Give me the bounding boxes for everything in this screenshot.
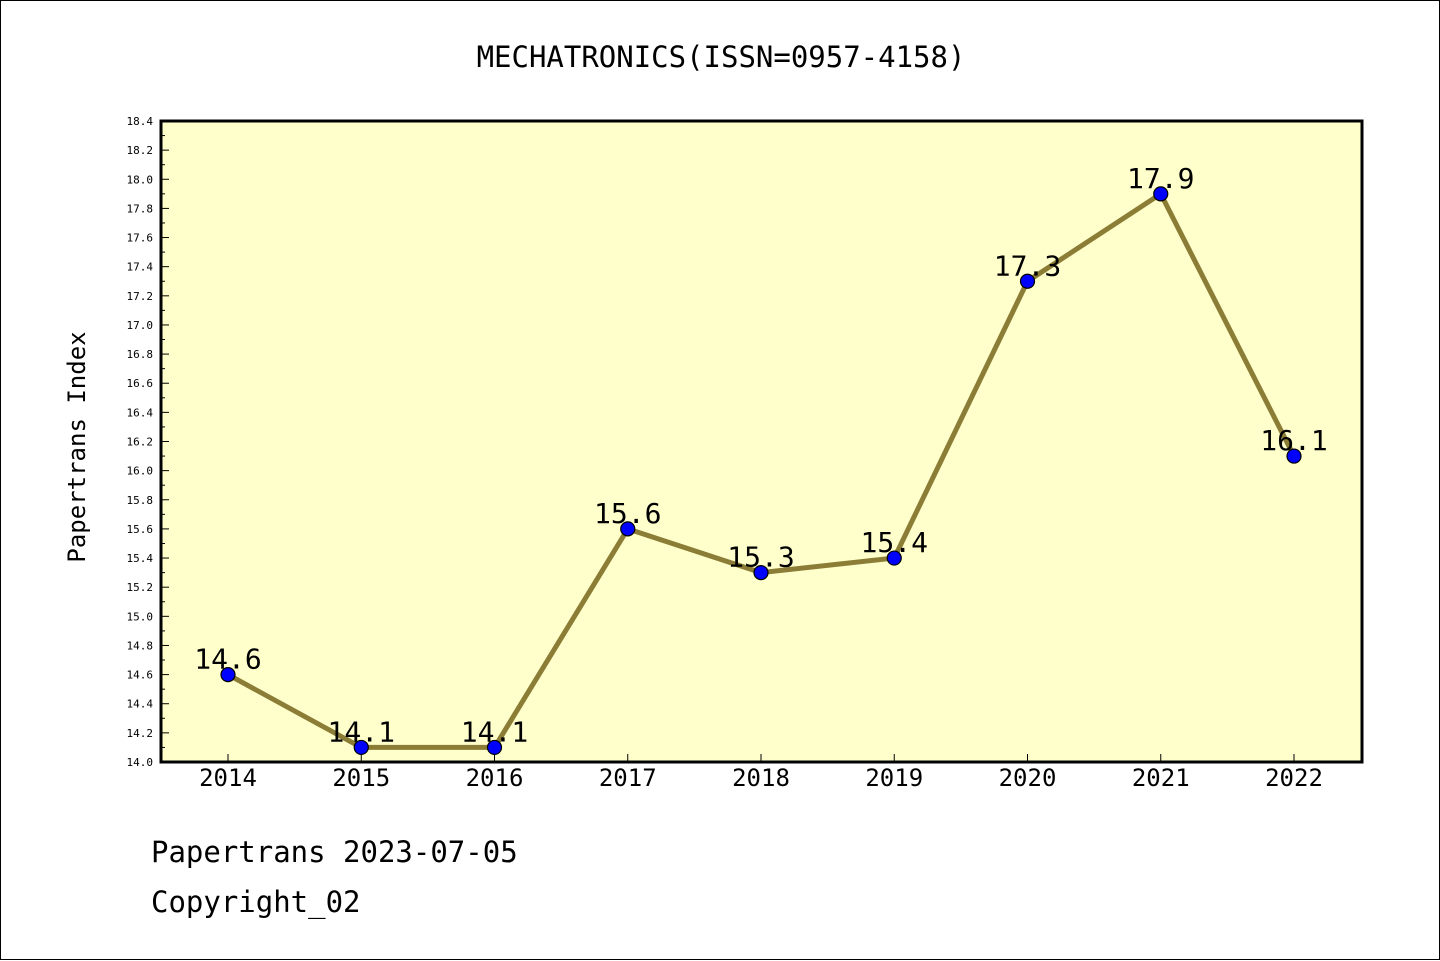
- y-tick-label: 17.8: [127, 202, 154, 215]
- plot-area: [159, 119, 1364, 764]
- y-tick-label: 14.6: [127, 669, 154, 682]
- y-tick-label: 14.4: [127, 698, 154, 711]
- y-tick-label: 18.2: [127, 144, 154, 157]
- y-tick-label: 16.0: [127, 465, 154, 478]
- data-point-marker: [220, 666, 236, 683]
- y-tick-label: 18.4: [127, 115, 154, 128]
- x-tick-label: 2014: [199, 764, 257, 792]
- y-tick-label: 18.0: [127, 173, 154, 186]
- y-tick-label: 14.8: [127, 639, 154, 652]
- data-point-marker: [1019, 273, 1036, 289]
- data-label: 16.1: [1260, 424, 1327, 457]
- y-tick-label: 15.8: [127, 494, 154, 507]
- data-label: 17.3: [994, 249, 1061, 282]
- y-tick-label: 16.6: [127, 377, 154, 390]
- x-axis: 2014 2015 2016 2017 2018 2019 2020 2021 2022: [199, 754, 1323, 792]
- data-point-marker: [886, 550, 902, 566]
- data-label: 17.9: [1127, 162, 1194, 195]
- data-label: 15.4: [861, 526, 928, 559]
- x-tick-label: 2019: [865, 764, 923, 792]
- y-tick-label: 15.0: [127, 610, 154, 623]
- data-label: 14.6: [194, 643, 261, 676]
- y-tick-label: 16.2: [127, 436, 154, 449]
- x-tick-label: 2016: [466, 764, 524, 792]
- x-tick-label: 2022: [1265, 764, 1323, 792]
- data-label: 15.3: [727, 541, 794, 574]
- data-point-marker: [353, 739, 369, 756]
- data-point-marker: [1153, 186, 1169, 202]
- x-tick-label: 2020: [999, 764, 1057, 792]
- y-axis-label: Papertrans Index: [63, 331, 91, 562]
- y-tick-label: 17.0: [127, 319, 154, 332]
- y-tick-label: 16.8: [127, 348, 154, 361]
- y-tick-label: 17.4: [127, 261, 154, 274]
- series-layer: 14.6 14.1 14.1 15.6 15.3 15.4 17.3 17.9 16.1: [194, 162, 1328, 756]
- data-point-marker: [620, 521, 636, 537]
- footer-copyright: Copyright_02: [151, 885, 361, 919]
- chart-title: MECHATRONICS(ISSN=0957-4158): [477, 40, 966, 74]
- data-point-marker: [753, 565, 769, 581]
- x-tick-label: 2017: [599, 764, 657, 792]
- data-point-marker: [1286, 448, 1302, 464]
- x-tick-label: 2018: [732, 764, 790, 792]
- y-tick-label: 14.2: [127, 727, 154, 740]
- y-tick-label: 14.0: [127, 756, 154, 769]
- y-tick-label: 15.6: [127, 523, 154, 536]
- x-tick-label: 2015: [332, 764, 390, 792]
- footer-date-line: Papertrans 2023-07-05: [151, 835, 518, 869]
- y-tick-label: 15.2: [127, 581, 154, 594]
- y-axis: 14.0 14.2 14.4 14.6 14.8 15.0 15.2 15.4 15.6 15.8…: [127, 115, 169, 769]
- data-point-marker: [486, 739, 503, 756]
- x-tick-label: 2021: [1132, 764, 1190, 792]
- y-tick-label: 16.4: [127, 406, 154, 419]
- data-label: 15.6: [594, 497, 661, 530]
- y-tick-label: 15.4: [127, 552, 154, 565]
- y-tick-label: 17.6: [127, 232, 154, 245]
- data-label: 14.1: [328, 715, 395, 748]
- y-tick-label: 17.2: [127, 290, 154, 303]
- data-label: 14.1: [461, 715, 528, 748]
